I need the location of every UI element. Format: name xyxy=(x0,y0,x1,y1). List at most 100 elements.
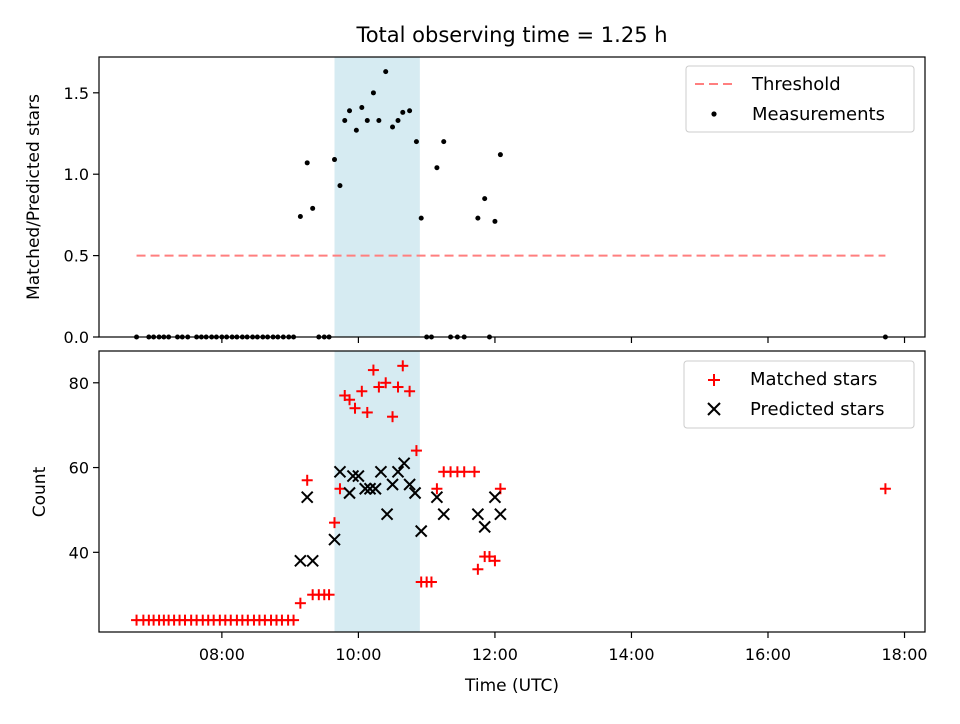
matched-star-point xyxy=(361,406,373,418)
bottom-legend-box xyxy=(683,360,915,429)
measurement-point xyxy=(342,117,348,123)
predicted-star-point xyxy=(369,482,382,495)
measurement-point xyxy=(337,183,343,189)
measurement-point xyxy=(297,214,303,220)
predicted-star-point xyxy=(374,465,388,478)
bottom-y-axis-label: Count xyxy=(30,466,50,517)
matched-star-point xyxy=(387,411,399,423)
measurement-point xyxy=(407,108,413,114)
predicted-star-point xyxy=(488,491,502,504)
measurement-point xyxy=(383,69,389,75)
x-tick-label: 18:00 xyxy=(881,645,927,664)
measurement-point xyxy=(400,109,406,115)
predicted-star-point xyxy=(471,507,485,521)
matched-star-point xyxy=(879,483,891,495)
measurement-point xyxy=(441,139,447,145)
matched-star-point xyxy=(288,614,300,626)
measurement-point xyxy=(482,196,488,202)
predicted-star-point xyxy=(359,482,372,495)
top-y-axis-label: Matched/Predicted stars xyxy=(24,94,44,300)
matched-star-point xyxy=(334,483,346,495)
measurement-point xyxy=(497,152,503,158)
predicted-star-point xyxy=(306,554,319,568)
matched-star-point xyxy=(294,597,306,609)
predicted-star-point xyxy=(437,507,450,521)
matched-star-point xyxy=(349,402,361,414)
predicted-star-point xyxy=(415,524,428,538)
top-panel: 0.0 0.5 1.0 1.5 Matched/Predicted stars Thr… xyxy=(24,56,926,347)
measurement-point xyxy=(304,160,310,166)
predicted-legend-swatch xyxy=(707,402,721,416)
predicted-star-point xyxy=(346,469,360,483)
predicted-star-point xyxy=(478,520,491,534)
matched-star-point xyxy=(367,364,379,376)
measurement-point xyxy=(376,117,382,123)
matched-star-point xyxy=(397,360,409,372)
measurement-point xyxy=(310,205,316,211)
predicted-star-point xyxy=(430,491,444,504)
top-legend-box xyxy=(685,65,915,133)
predicted-star-point xyxy=(352,469,365,483)
predicted-star-point xyxy=(386,478,399,491)
measurement-point xyxy=(370,90,376,96)
x-tick-label: 08:00 xyxy=(199,645,245,664)
bottom-y-tick-label: 80 xyxy=(69,374,89,393)
matched-star-point xyxy=(468,466,480,478)
predicted-star-point xyxy=(403,478,416,491)
measurement-point xyxy=(413,139,419,145)
measurement-point xyxy=(359,104,365,110)
measurement-points xyxy=(134,69,888,340)
x-tick-label: 12:00 xyxy=(472,645,518,664)
measurement-point xyxy=(353,127,359,133)
measurement-point xyxy=(418,215,424,221)
top-y-ticks: 0.0 0.5 1.0 1.5 xyxy=(64,84,99,347)
top-y-tick-label: 0.0 xyxy=(64,328,89,347)
x-tick-label: 10:00 xyxy=(335,645,381,664)
matched-star-point xyxy=(373,381,385,393)
top-shaded-interval xyxy=(334,57,420,337)
matched-star-point xyxy=(329,517,341,529)
measurement-point xyxy=(492,218,498,224)
chart-title: Total observing time = 1.25 h xyxy=(355,23,667,47)
bottom-plot-frame xyxy=(98,350,926,633)
x-tick-label: 16:00 xyxy=(745,645,791,664)
bottom-y-ticks: 40 60 80 xyxy=(69,374,99,562)
top-y-tick-label: 1.0 xyxy=(64,165,89,184)
top-y-tick-label: 1.5 xyxy=(64,84,89,103)
measurement-point xyxy=(332,157,338,163)
predicted-star-point xyxy=(397,457,411,470)
top-y-tick-label: 0.5 xyxy=(64,247,89,266)
matched-star-point xyxy=(392,381,404,393)
predicted-star-point xyxy=(494,507,507,521)
bottom-y-tick-label: 60 xyxy=(69,459,89,478)
measurements-legend-label: Measurements xyxy=(752,104,885,125)
predicted-star-point xyxy=(294,554,307,568)
matched-star-point xyxy=(489,555,501,567)
measurement-point xyxy=(390,124,396,130)
x-axis-label: Time (UTC) xyxy=(464,676,559,696)
matched-star-point xyxy=(472,563,484,575)
matched-star-points xyxy=(131,360,891,626)
matched-legend-swatch xyxy=(708,374,720,386)
matched-legend-label: Matched stars xyxy=(750,369,877,390)
x-tick-label: 14:00 xyxy=(608,645,654,664)
matched-star-point xyxy=(458,466,470,478)
predicted-star-point xyxy=(363,482,377,495)
measurement-point xyxy=(347,108,353,114)
measurement-point xyxy=(475,215,481,221)
predicted-star-point xyxy=(343,486,356,500)
predicted-star-point xyxy=(391,465,405,478)
threshold-legend-label: Threshold xyxy=(751,74,841,95)
predicted-star-point xyxy=(408,486,422,500)
matched-star-point xyxy=(356,385,368,397)
predicted-star-point xyxy=(328,533,341,546)
matched-star-point xyxy=(380,377,392,389)
top-legend: Threshold Measurements xyxy=(685,65,915,133)
bottom-legend: Matched stars Predicted stars xyxy=(683,360,915,429)
predicted-star-point xyxy=(333,465,347,478)
matched-star-point xyxy=(301,474,313,486)
matched-star-point xyxy=(431,483,443,495)
bottom-x-ticks: 08:00 10:00 12:00 14:00 16:00 18:00 xyxy=(199,632,928,664)
predicted-star-point xyxy=(300,491,314,504)
